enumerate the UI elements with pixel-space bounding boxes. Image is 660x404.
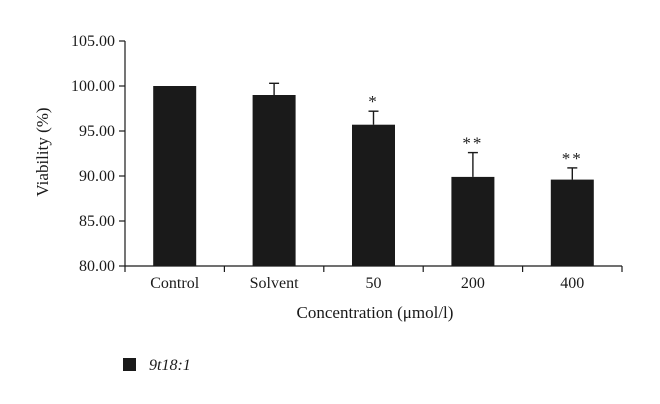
x-tick-label: 400 (560, 275, 584, 292)
x-axis-title: Concentration (μmol/l) (297, 303, 454, 322)
x-axis: Control Solvent 50 200 400 (124, 265, 623, 292)
legend-label: 9t18:1 (149, 357, 191, 374)
significance-annotations: ***** (368, 92, 583, 168)
legend-swatch (123, 358, 136, 371)
y-tick-label: 100.00 (71, 78, 115, 95)
significance-marker: ** (462, 134, 483, 153)
y-axis-title: Viability (%) (33, 107, 52, 196)
bar-control (153, 86, 197, 266)
x-tick-label: 200 (461, 275, 485, 292)
bar-solvent (252, 95, 296, 266)
legend: 9t18:1 (123, 357, 191, 374)
significance-marker: * (368, 92, 379, 111)
y-tick-label: 85.00 (79, 213, 115, 230)
bar-50 (352, 124, 395, 266)
y-tick-label: 80.00 (79, 258, 115, 275)
y-axis: 80.00 85.00 90.00 95.00 100.00 105.00 (71, 33, 126, 275)
bars-group (153, 86, 594, 266)
x-tick-label: Control (150, 275, 199, 292)
y-tick-label: 95.00 (79, 123, 115, 140)
y-tick-label: 105.00 (71, 33, 115, 50)
bar-400 (550, 179, 594, 266)
x-tick-label: Solvent (250, 275, 299, 292)
x-tick-label: 50 (366, 275, 382, 292)
bar-200 (451, 176, 495, 266)
y-tick-label: 90.00 (79, 168, 115, 185)
significance-marker: ** (562, 149, 583, 168)
error-bars-group (269, 82, 578, 180)
